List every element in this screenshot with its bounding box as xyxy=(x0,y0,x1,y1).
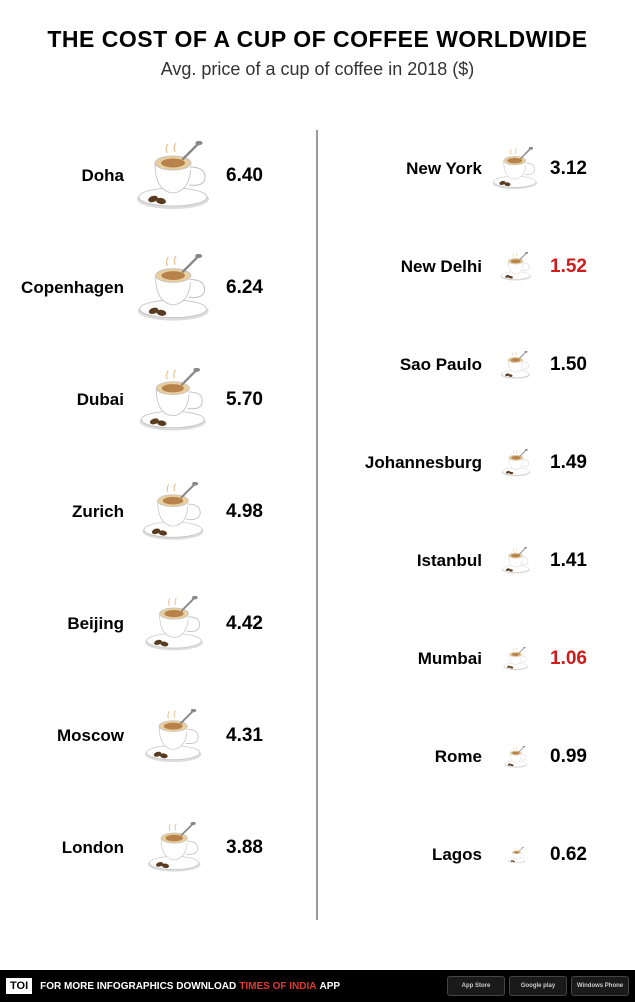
data-row: Zurich 4.98 xyxy=(0,456,316,568)
data-row: Doha 6.40 xyxy=(0,120,316,232)
footer-text-suffix: APP xyxy=(319,981,340,992)
chart-area: Doha 6.40 Copenhagen xyxy=(0,90,635,930)
city-label: Doha xyxy=(0,166,130,186)
coffee-cup-icon xyxy=(500,449,534,477)
price-value: 3.88 xyxy=(222,837,263,859)
cup-cell xyxy=(130,482,222,542)
cup-cell xyxy=(488,746,546,768)
coffee-cup-icon xyxy=(499,252,535,281)
data-row: Mumbai 1.06 xyxy=(318,610,635,708)
data-row: London 3.88 xyxy=(0,792,316,904)
coffee-cup-icon xyxy=(490,147,543,190)
cup-cell xyxy=(130,254,222,323)
googleplay-badge: Google play xyxy=(509,976,567,996)
price-value: 3.12 xyxy=(546,158,587,180)
toi-badge: TOI xyxy=(6,978,32,994)
data-row: New York 3.12 xyxy=(318,120,635,218)
data-row: Sao Paulo 1.50 xyxy=(318,316,635,414)
price-value: 1.49 xyxy=(546,452,587,474)
price-value: 1.41 xyxy=(546,550,587,572)
price-value: 1.50 xyxy=(546,354,587,376)
price-value: 6.24 xyxy=(222,277,263,299)
cup-cell xyxy=(488,547,546,574)
page-subtitle: Avg. price of a cup of coffee in 2018 ($… xyxy=(20,59,615,80)
data-row: Moscow 4.31 xyxy=(0,680,316,792)
cup-cell xyxy=(130,141,222,211)
city-label: Sao Paulo xyxy=(318,355,488,375)
coffee-cup-icon xyxy=(503,746,531,768)
footer-bar: TOI FOR MORE INFOGRAPHICS DOWNLOAD TIMES… xyxy=(0,970,635,1002)
coffee-cup-icon xyxy=(142,709,209,764)
price-value: 1.06 xyxy=(546,648,587,670)
cup-cell xyxy=(130,709,222,764)
price-value: 4.98 xyxy=(222,501,263,523)
city-label: New Delhi xyxy=(318,257,488,277)
coffee-cup-icon xyxy=(507,847,528,864)
cup-cell xyxy=(130,822,222,873)
page-title: THE COST OF A CUP OF COFFEE WORLDWIDE xyxy=(20,26,615,53)
header: THE COST OF A CUP OF COFFEE WORLDWIDE Av… xyxy=(0,0,635,90)
data-row: New Delhi 1.52 xyxy=(318,218,635,316)
city-label: Moscow xyxy=(0,726,130,746)
coffee-cup-icon xyxy=(142,596,211,652)
city-label: Zurich xyxy=(0,502,130,522)
city-label: Johannesburg xyxy=(318,453,488,473)
cup-cell xyxy=(130,368,222,432)
cup-cell xyxy=(488,847,546,864)
cup-cell xyxy=(488,147,546,190)
price-value: 0.99 xyxy=(546,746,587,768)
coffee-cup-icon xyxy=(145,822,208,873)
price-value: 5.70 xyxy=(222,389,263,411)
windows-badge: Windows Phone xyxy=(571,976,629,996)
coffee-cup-icon xyxy=(134,254,218,323)
cup-cell xyxy=(130,596,222,652)
appstore-badge: App Store xyxy=(447,976,505,996)
footer-text-prefix: FOR MORE INFOGRAPHICS DOWNLOAD xyxy=(40,981,236,992)
coffee-cup-icon xyxy=(499,351,534,380)
data-row: Dubai 5.70 xyxy=(0,344,316,456)
price-value: 0.62 xyxy=(546,844,587,866)
coffee-cup-icon xyxy=(139,482,212,542)
city-label: New York xyxy=(318,159,488,179)
data-row: Istanbul 1.41 xyxy=(318,512,635,610)
coffee-cup-icon xyxy=(133,141,219,211)
store-badges: App Store Google play Windows Phone xyxy=(447,976,629,996)
city-label: Copenhagen xyxy=(0,278,130,298)
price-value: 6.40 xyxy=(222,165,263,187)
city-label: Dubai xyxy=(0,390,130,410)
data-row: Lagos 0.62 xyxy=(318,806,635,904)
data-row: Johannesburg 1.49 xyxy=(318,414,635,512)
cup-cell xyxy=(488,351,546,380)
city-label: Mumbai xyxy=(318,649,488,669)
data-row: Copenhagen 6.24 xyxy=(0,232,316,344)
right-column: New York 3.12 New Delhi xyxy=(318,120,635,904)
coffee-cup-icon xyxy=(502,647,531,671)
coffee-cup-icon xyxy=(136,368,215,432)
price-value: 4.31 xyxy=(222,725,263,747)
cup-cell xyxy=(488,449,546,477)
coffee-cup-icon xyxy=(500,547,534,574)
cup-cell xyxy=(488,252,546,281)
data-row: Beijing 4.42 xyxy=(0,568,316,680)
cup-cell xyxy=(488,647,546,671)
city-label: Lagos xyxy=(318,845,488,865)
footer-text-highlight: TIMES OF INDIA xyxy=(239,981,316,992)
city-label: Beijing xyxy=(0,614,130,634)
city-label: London xyxy=(0,838,130,858)
city-label: Rome xyxy=(318,747,488,767)
data-row: Rome 0.99 xyxy=(318,708,635,806)
price-value: 4.42 xyxy=(222,613,263,635)
city-label: Istanbul xyxy=(318,551,488,571)
price-value: 1.52 xyxy=(546,256,587,278)
left-column: Doha 6.40 Copenhagen xyxy=(0,120,316,904)
